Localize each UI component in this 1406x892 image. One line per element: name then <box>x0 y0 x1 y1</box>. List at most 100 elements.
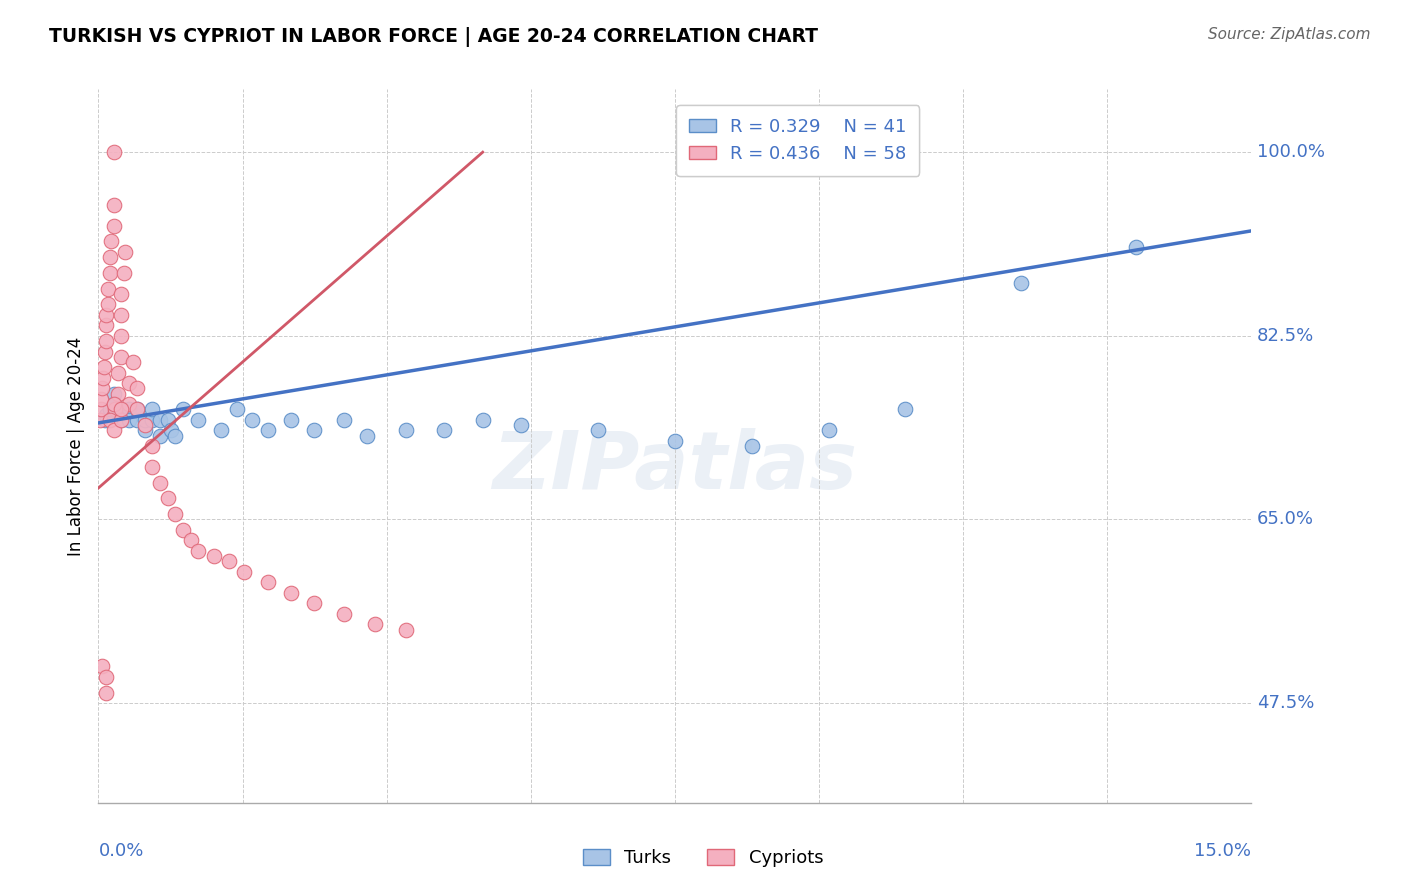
Point <box>256 575 278 590</box>
Point <box>110 350 132 364</box>
Point <box>395 423 418 437</box>
Point <box>89 413 111 427</box>
Point <box>125 413 148 427</box>
Text: 47.5%: 47.5% <box>1257 694 1315 712</box>
Legend: R = 0.329    N = 41, R = 0.436    N = 58: R = 0.329 N = 41, R = 0.436 N = 58 <box>676 105 920 176</box>
Point <box>94 318 117 333</box>
Point <box>741 439 763 453</box>
Point <box>110 308 132 322</box>
Point <box>233 565 256 579</box>
Point <box>364 617 387 632</box>
Point <box>91 371 114 385</box>
Point <box>172 523 194 537</box>
Point <box>94 334 117 348</box>
Point <box>134 413 156 427</box>
Point <box>333 413 356 427</box>
Point <box>90 402 112 417</box>
Point <box>110 413 132 427</box>
Text: 15.0%: 15.0% <box>1194 842 1251 860</box>
Point <box>149 413 172 427</box>
Point <box>125 381 148 395</box>
Point <box>395 623 418 637</box>
Point <box>103 145 125 160</box>
Point <box>180 533 202 548</box>
Point <box>110 402 132 417</box>
Point <box>94 308 117 322</box>
Point <box>107 366 129 380</box>
Point <box>1125 239 1147 253</box>
Point <box>104 402 127 417</box>
Point <box>90 392 112 406</box>
Point <box>1010 277 1032 291</box>
Point <box>110 286 132 301</box>
Point <box>103 397 125 411</box>
Point <box>118 413 141 427</box>
Text: TURKISH VS CYPRIOT IN LABOR FORCE | AGE 20-24 CORRELATION CHART: TURKISH VS CYPRIOT IN LABOR FORCE | AGE … <box>49 27 818 46</box>
Point <box>894 402 917 417</box>
Point <box>187 544 209 558</box>
Point <box>333 607 356 621</box>
Point <box>118 402 141 417</box>
Point <box>165 428 187 442</box>
Point <box>187 413 209 427</box>
Point <box>100 235 122 249</box>
Point <box>98 402 121 417</box>
Point <box>110 328 132 343</box>
Point <box>103 219 125 233</box>
Point <box>110 402 132 417</box>
Point <box>103 386 125 401</box>
Point <box>240 413 263 427</box>
Legend: Turks, Cypriots: Turks, Cypriots <box>575 841 831 874</box>
Point <box>218 554 240 568</box>
Point <box>156 491 179 506</box>
Point <box>103 397 125 411</box>
Point <box>103 423 125 437</box>
Point <box>433 423 456 437</box>
Point <box>141 402 163 417</box>
Point <box>510 417 533 432</box>
Point <box>134 423 156 437</box>
Point <box>356 428 378 442</box>
Point <box>134 417 156 432</box>
Text: 100.0%: 100.0% <box>1257 143 1324 161</box>
Text: 65.0%: 65.0% <box>1257 510 1315 528</box>
Point <box>122 355 145 369</box>
Point <box>302 596 325 610</box>
Text: ZIPatlas: ZIPatlas <box>492 428 858 507</box>
Point <box>97 282 120 296</box>
Point <box>107 386 129 401</box>
Point <box>94 408 117 422</box>
Point <box>141 460 163 475</box>
Text: 82.5%: 82.5% <box>1257 326 1315 345</box>
Point <box>98 413 121 427</box>
Point <box>94 685 117 699</box>
Point <box>114 244 136 259</box>
Y-axis label: In Labor Force | Age 20-24: In Labor Force | Age 20-24 <box>67 336 86 556</box>
Point <box>118 376 141 390</box>
Point <box>118 397 141 411</box>
Point <box>302 423 325 437</box>
Point <box>280 413 302 427</box>
Point <box>125 402 148 417</box>
Point <box>225 402 247 417</box>
Point <box>817 423 839 437</box>
Point <box>156 413 179 427</box>
Text: Source: ZipAtlas.com: Source: ZipAtlas.com <box>1208 27 1371 42</box>
Point <box>141 439 163 453</box>
Point <box>280 586 302 600</box>
Text: 0.0%: 0.0% <box>98 842 143 860</box>
Point <box>93 344 115 359</box>
Point <box>664 434 686 448</box>
Point <box>94 670 117 684</box>
Point <box>209 423 232 437</box>
Point <box>97 297 120 311</box>
Point <box>149 428 172 442</box>
Point <box>141 413 163 427</box>
Point <box>586 423 609 437</box>
Point <box>256 423 278 437</box>
Point <box>98 250 121 264</box>
Point <box>172 402 194 417</box>
Point <box>125 402 148 417</box>
Point <box>103 197 125 211</box>
Point <box>110 413 132 427</box>
